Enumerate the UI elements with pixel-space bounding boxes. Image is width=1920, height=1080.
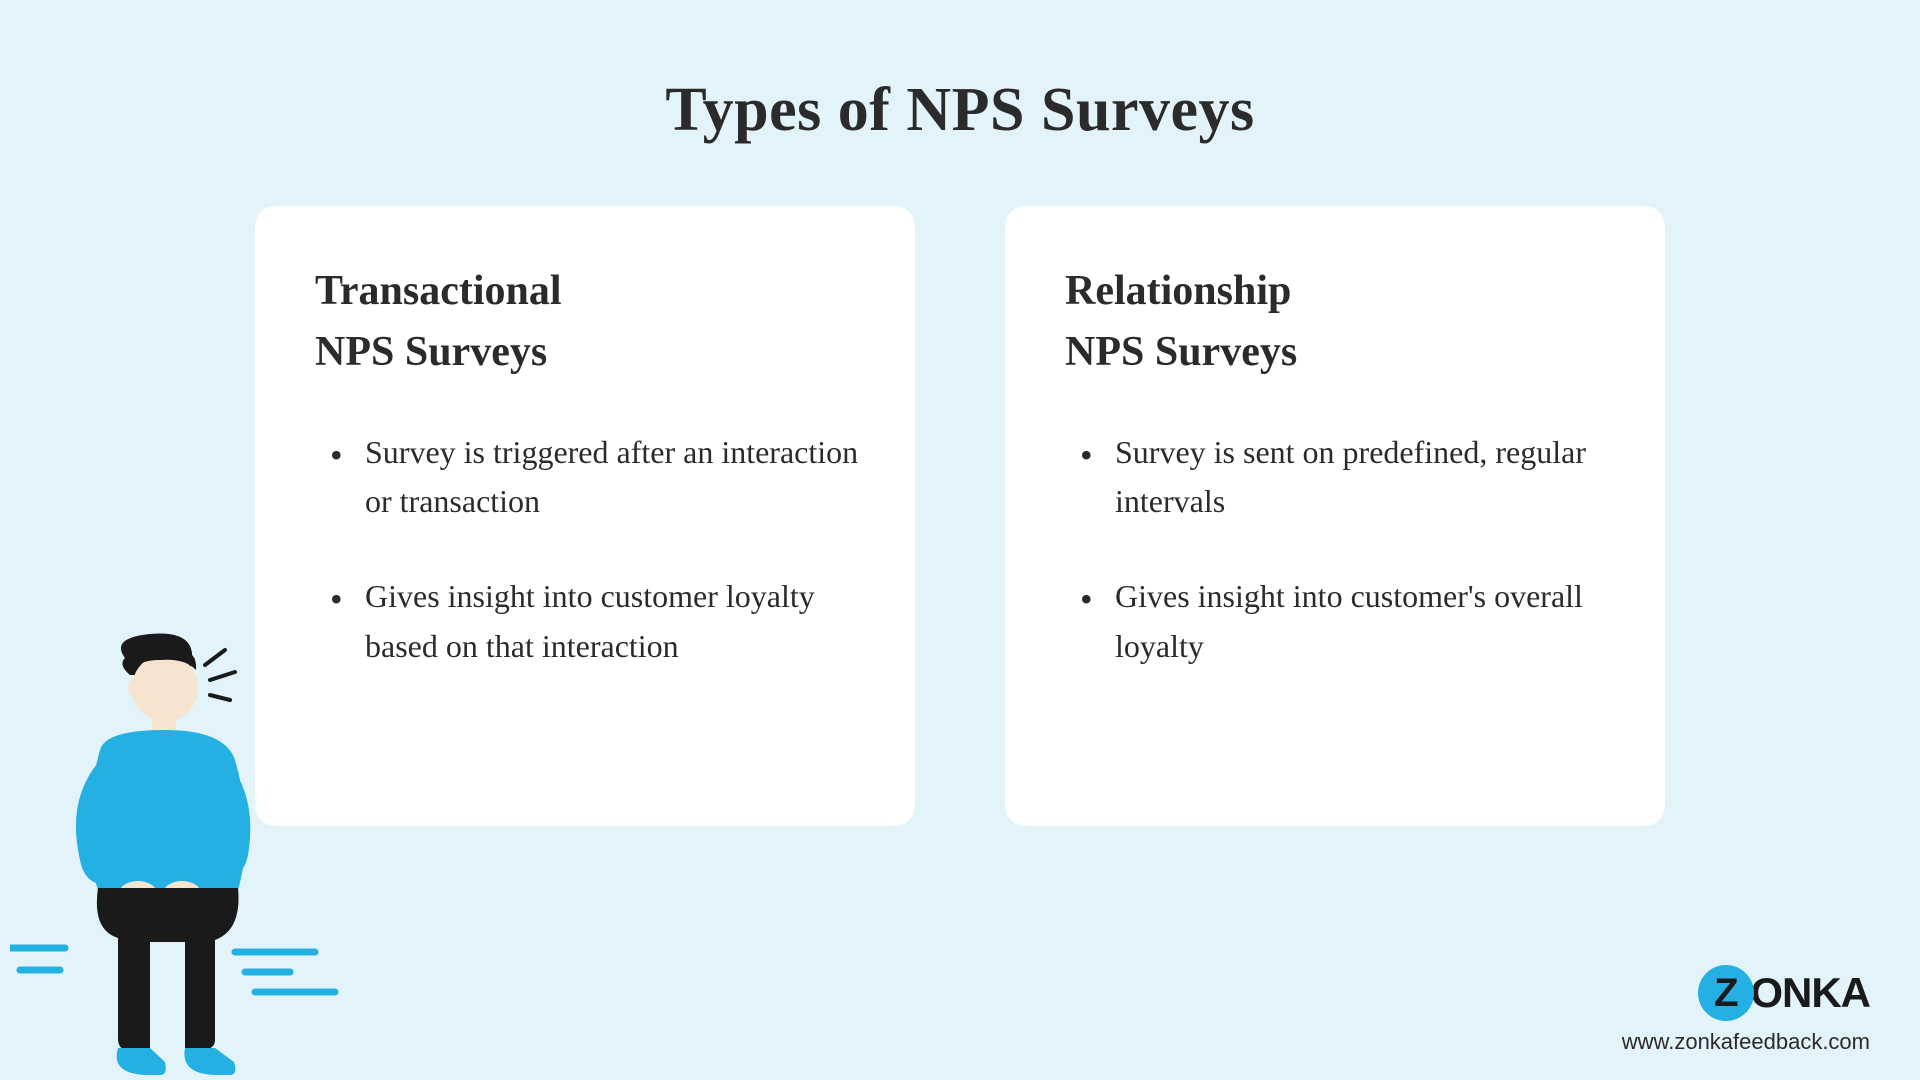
logo-url: www.zonkafeedback.com [1622,1029,1870,1055]
card-title-line1: Transactional [315,268,562,314]
logo-area: Z ONKA www.zonkafeedback.com [1622,965,1870,1055]
logo-text: ONKA [1750,969,1870,1017]
logo-z-icon: Z [1698,965,1754,1021]
card-title-line2: NPS Surveys [1065,329,1297,375]
card-bullets: Survey is sent on predefined, regular in… [1065,428,1610,671]
card-title: Relationship NPS Surveys [1065,261,1610,383]
card-bullets: Survey is triggered after an interaction… [315,428,860,671]
card-title-line2: NPS Surveys [315,329,547,375]
bullet-item: Gives insight into customer's overall lo… [1080,572,1610,671]
bullet-item: Gives insight into customer loyalty base… [330,572,860,671]
card-title: Transactional NPS Surveys [315,261,860,383]
page-title: Types of NPS Surveys [0,0,1920,146]
card-transactional: Transactional NPS Surveys Survey is trig… [255,206,915,826]
logo: Z ONKA [1698,965,1870,1021]
person-illustration [10,630,350,1080]
card-relationship: Relationship NPS Surveys Survey is sent … [1005,206,1665,826]
card-title-line1: Relationship [1065,268,1291,314]
bullet-item: Survey is sent on predefined, regular in… [1080,428,1610,527]
bullet-item: Survey is triggered after an interaction… [330,428,860,527]
